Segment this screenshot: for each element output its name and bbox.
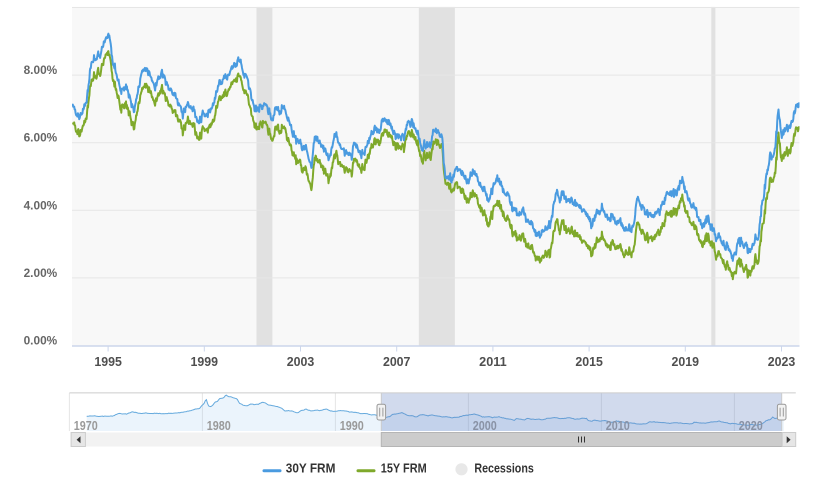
svg-text:2010: 2010 <box>606 418 630 433</box>
svg-text:1999: 1999 <box>191 354 219 369</box>
svg-text:30Y FRM: 30Y FRM <box>286 460 336 475</box>
svg-text:6.00%: 6.00% <box>24 131 58 145</box>
svg-text:2003: 2003 <box>287 354 315 369</box>
svg-text:2015: 2015 <box>575 354 603 369</box>
svg-text:2007: 2007 <box>383 354 411 369</box>
svg-text:8.00%: 8.00% <box>24 63 58 77</box>
svg-text:2019: 2019 <box>672 354 700 369</box>
svg-text:2000: 2000 <box>473 418 497 433</box>
svg-text:1970: 1970 <box>74 418 98 433</box>
svg-text:2011: 2011 <box>479 354 507 369</box>
svg-text:Recessions: Recessions <box>474 460 533 475</box>
svg-text:1980: 1980 <box>207 418 231 433</box>
svg-text:2020: 2020 <box>739 418 763 433</box>
svg-text:4.00%: 4.00% <box>24 198 58 212</box>
svg-text:1990: 1990 <box>340 418 364 433</box>
svg-text:1995: 1995 <box>94 354 122 369</box>
svg-text:0.00%: 0.00% <box>24 334 58 348</box>
svg-text:2.00%: 2.00% <box>24 266 58 280</box>
svg-text:15Y FRM: 15Y FRM <box>381 460 427 475</box>
svg-text:2023: 2023 <box>768 354 796 369</box>
